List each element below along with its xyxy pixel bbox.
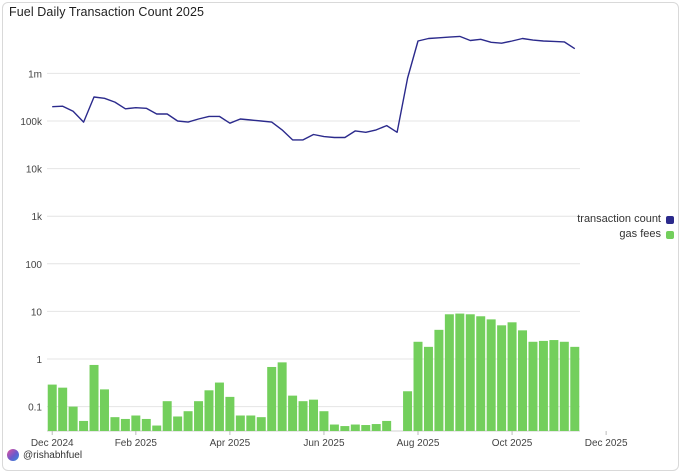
transaction-count-line-path [52, 35, 576, 141]
chart-title: Fuel Daily Transaction Count 2025 [9, 5, 205, 19]
gas-fees-bar [194, 401, 204, 431]
gas-fees-bar [288, 395, 298, 431]
x-axis-ticks: Dec 2024 Feb 2025 Apr 2025 Jun 2025 Aug 2025… [31, 431, 628, 449]
gas-fees-bar [361, 425, 371, 431]
gas-fees-bar [68, 406, 78, 431]
avatar [7, 449, 19, 461]
gas-fees-bar [371, 424, 381, 431]
legend-swatch-transaction-count [666, 215, 674, 224]
gas-fees-bar [403, 391, 413, 431]
gas-fees-bar [79, 420, 89, 431]
legend-label-transaction-count: transaction count [577, 213, 661, 225]
y-axis-ticks: 0.1 1 10 100 1k 10k 100k 1m [20, 69, 43, 413]
y-tick-label: 0.1 [28, 403, 42, 414]
gas-fees-bar [423, 346, 433, 431]
gas-fees-bar [183, 411, 193, 431]
legend-label-gas-fees: gas fees [619, 228, 661, 240]
gas-fees-bar [319, 411, 329, 431]
x-tick-label: Apr 2025 [210, 438, 251, 449]
gas-fees-bar [277, 362, 287, 431]
gas-fees-bar [382, 420, 392, 431]
x-tick-label: Dec 2025 [585, 438, 628, 449]
y-tick-label: 1k [31, 212, 43, 223]
gas-fees-bar [246, 415, 256, 431]
gas-fees-bar [528, 341, 538, 431]
gas-fees-bar [507, 322, 517, 431]
gas-fees-bars [47, 313, 580, 431]
gas-fees-bar [350, 424, 360, 431]
y-tick-label: 100 [25, 260, 42, 271]
gas-fees-bar [267, 366, 277, 431]
gas-fees-bar [309, 399, 318, 431]
gas-fees-bar [549, 340, 559, 431]
gas-fees-bar [538, 340, 548, 431]
gas-fees-bar [434, 329, 444, 431]
legend-item-gas-fees[interactable]: gas fees [577, 227, 674, 242]
gas-fees-bar [329, 424, 339, 431]
legend-item-transaction-count[interactable]: transaction count [577, 212, 674, 227]
legend: transaction count gas fees [577, 212, 674, 242]
legend-swatch-gas-fees [666, 230, 674, 239]
y-tick-label: 1m [28, 69, 42, 80]
gas-fees-bar [47, 384, 57, 431]
gas-fees-bar [455, 313, 465, 431]
gas-fees-bar [570, 346, 580, 431]
gas-fees-bar [486, 319, 496, 431]
x-tick-label: Aug 2025 [397, 438, 440, 449]
x-tick-label: Dec 2024 [31, 438, 74, 449]
y-tick-label: 100k [20, 117, 43, 128]
gas-fees-bar [497, 325, 507, 431]
gas-fees-bar [559, 341, 569, 431]
credit-handle: @rishabhfuel [23, 449, 83, 461]
gas-fees-bar [214, 382, 224, 431]
y-tick-label: 10k [26, 165, 43, 176]
gas-fees-bar [58, 387, 68, 431]
gas-fees-bar [340, 426, 350, 431]
gas-fees-bar [152, 425, 162, 431]
gas-fees-bar [235, 415, 245, 431]
gas-fees-bar [413, 341, 423, 431]
gas-fees-bar [225, 396, 235, 431]
transaction-count-line [52, 35, 576, 141]
credit: @rishabhfuel [7, 449, 82, 461]
gas-fees-bar [298, 401, 308, 431]
gas-fees-bar [256, 417, 266, 431]
x-tick-label: Jun 2025 [303, 438, 345, 449]
gas-fees-bar [141, 418, 151, 431]
gas-fees-bar [465, 314, 475, 431]
x-tick-label: Feb 2025 [115, 438, 158, 449]
gas-fees-bar [173, 416, 183, 431]
gas-fees-bar [518, 330, 528, 431]
gridlines [47, 72, 580, 432]
gas-fees-bar [444, 314, 454, 431]
y-tick-label: 10 [31, 307, 43, 318]
y-tick-label: 1 [36, 355, 42, 366]
gas-fees-bar [110, 417, 120, 431]
gas-fees-bar [476, 316, 486, 431]
gas-fees-bar [131, 415, 141, 431]
gas-fees-bar [162, 401, 172, 431]
gas-fees-bar [204, 390, 214, 431]
gas-fees-bar [99, 389, 109, 431]
x-tick-label: Oct 2025 [492, 438, 533, 449]
gas-fees-bar [120, 418, 130, 431]
gas-fees-bar [89, 364, 99, 431]
